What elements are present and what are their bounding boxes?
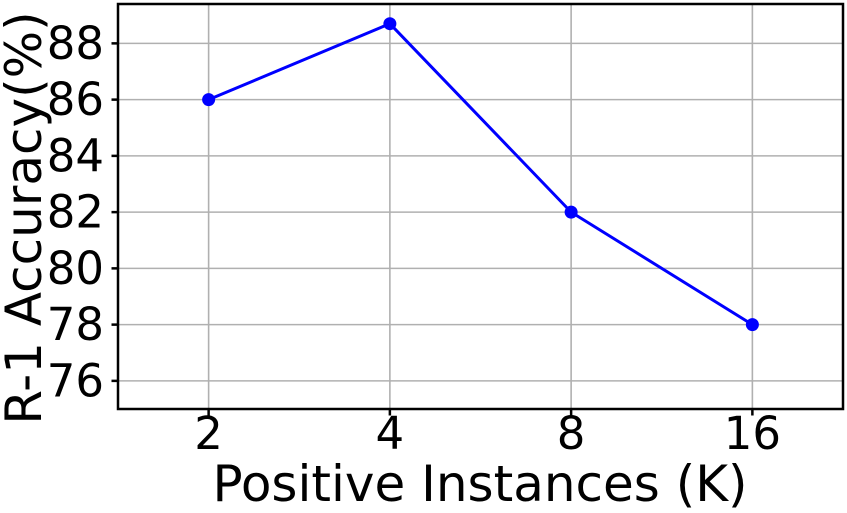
data-series-layer [202, 17, 759, 332]
y-tick-label: 78 [47, 298, 104, 351]
x-tick-label: 4 [376, 407, 405, 460]
x-tick-label: 16 [724, 407, 781, 460]
data-point-marker [383, 17, 397, 31]
y-tick-label: 80 [47, 242, 104, 295]
y-axis-label: R-1 Accuracy(%) [0, 11, 53, 424]
grid-layer [118, 4, 843, 409]
y-tick-label: 88 [47, 17, 104, 70]
data-point-marker [564, 205, 578, 219]
y-tick-label: 84 [47, 129, 104, 182]
axes-layer [111, 2, 845, 416]
y-tick-label: 82 [47, 186, 104, 239]
data-line [208, 21, 754, 326]
data-point-marker [745, 318, 759, 332]
x-tick-label: 8 [557, 407, 586, 460]
plot-border [116, 2, 845, 411]
data-point-marker [202, 93, 216, 107]
x-axis-label: Positive Instances (K) [212, 455, 747, 513]
y-tick-label: 76 [47, 354, 104, 407]
x-tick-label: 2 [194, 407, 223, 460]
y-tick-label: 86 [47, 73, 104, 126]
